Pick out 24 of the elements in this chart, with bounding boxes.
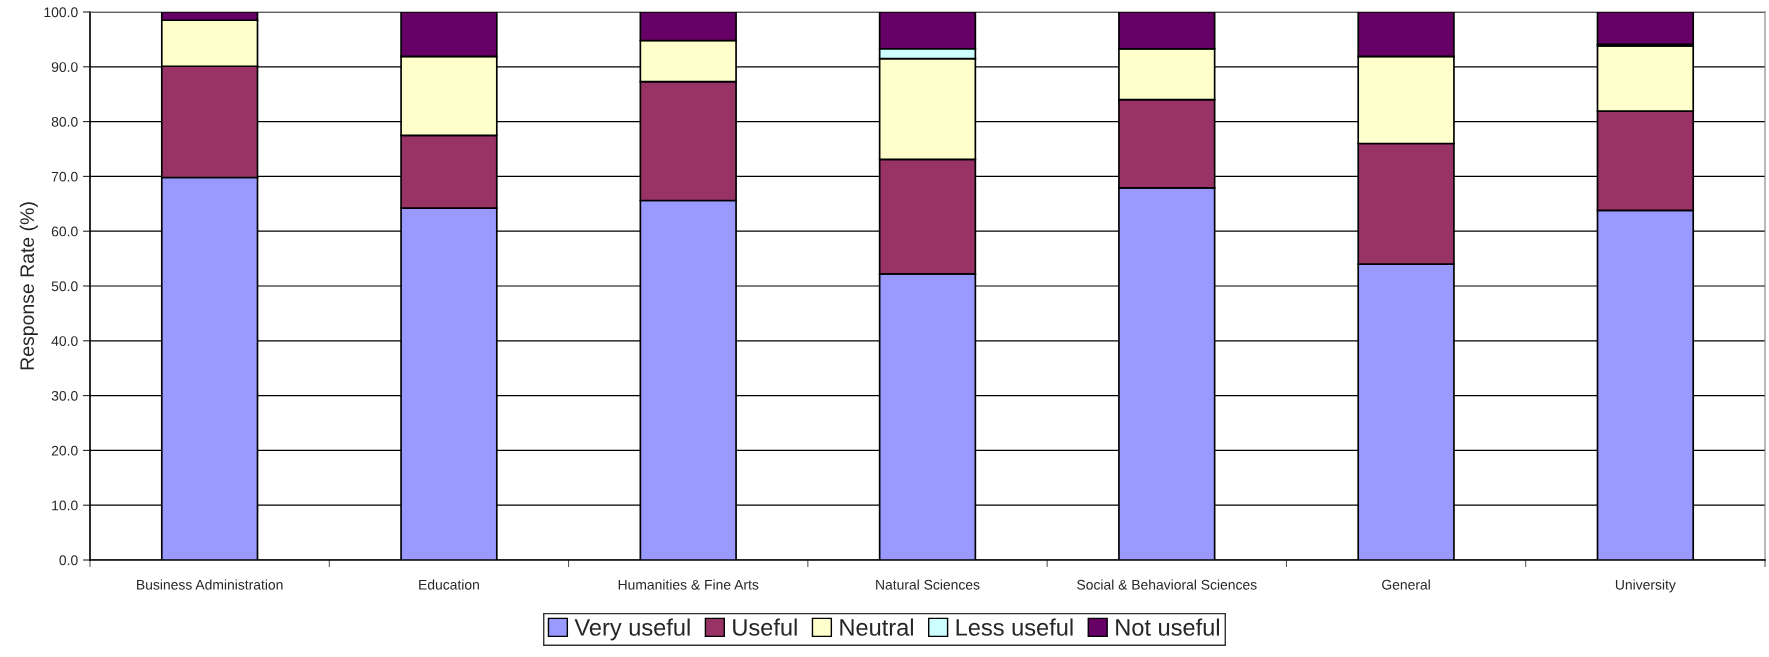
x-tick-label: Education (419, 579, 479, 590)
legend-label: Not useful (1116, 618, 1219, 636)
y-tick-label: 50.0 (51, 281, 78, 292)
y-tick-label: 10.0 (52, 500, 78, 511)
y-tick-label: 80.0 (51, 116, 78, 127)
x-tick-label: University (1615, 579, 1676, 593)
y-tick-label: 40.0 (51, 336, 78, 346)
y-tick-label: 60.0 (51, 226, 78, 237)
y-tick-label: 20.0 (51, 445, 78, 456)
legend-label: Useful (733, 618, 797, 636)
y-tick-label: 0.0 (59, 555, 78, 566)
y-tick-label: 90.0 (51, 62, 78, 72)
x-tick-label: Business Administration (137, 579, 283, 590)
x-tick-label: Natural Sciences (876, 579, 980, 590)
y-axis-title: Response Rate (%) (19, 202, 38, 370)
legend-label: Less useful (956, 618, 1073, 636)
x-tick-label: Humanities & Fine Arts (618, 579, 759, 590)
x-tick-label: Social & Behavioral Sciences (1077, 579, 1257, 590)
y-tick-label: 70.0 (51, 171, 78, 182)
legend-label: Very useful (574, 618, 690, 641)
y-tick-label: 30.0 (51, 390, 78, 401)
x-tick-label: General (1382, 579, 1430, 590)
y-tick-label: 100.0 (44, 7, 78, 18)
legend-label: Neutral (840, 618, 913, 636)
